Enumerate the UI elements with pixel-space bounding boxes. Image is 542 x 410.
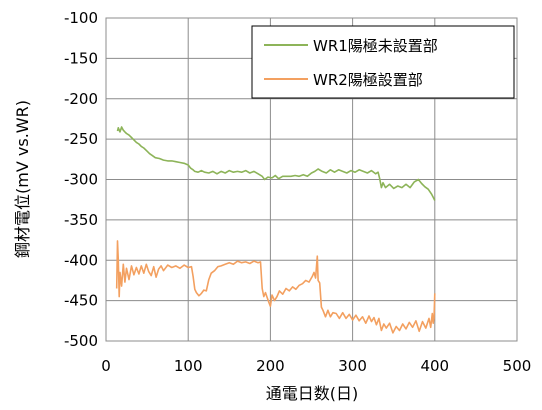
series-line-1 (116, 126, 436, 201)
y-tick-label-3: -250 (64, 130, 98, 148)
y-axis-title: 鋼材電位(mV vs.WR) (13, 100, 32, 258)
x-axis-title: 通電日数(日) (266, 384, 359, 403)
y-tick-label-8: -500 (64, 332, 98, 350)
x-tick-label-5: 500 (503, 357, 532, 375)
series-line-2 (115, 240, 436, 334)
legend-box (251, 25, 515, 99)
y-axis-ticks: -100 -150 -200 -250 -300 -350 -400 -450 -500 (64, 9, 98, 350)
y-tick-label-2: -200 (64, 90, 98, 108)
x-tick-label-3: 300 (338, 357, 367, 375)
y-tick-label-6: -400 (64, 251, 98, 269)
x-tick-label-1: 100 (174, 357, 203, 375)
x-tick-label-4: 400 (420, 357, 449, 375)
y-tick-label-0: -100 (64, 9, 98, 27)
series-layer (115, 126, 436, 334)
y-tick-label-1: -150 (64, 49, 98, 67)
y-tick-label-5: -350 (64, 211, 98, 229)
x-tick-label-0: 0 (101, 357, 111, 375)
legend-label-wr2: WR2陽極設置部 (313, 71, 423, 89)
x-tick-label-2: 200 (256, 357, 285, 375)
legend-label-wr1: WR1陽極未設置部 (313, 37, 438, 55)
plot-area-border (105, 17, 518, 342)
y-tick-label-4: -300 (64, 171, 98, 189)
x-axis-ticks: 0 100 200 300 400 500 (101, 357, 531, 375)
legend: WR1陽極未設置部 WR2陽極設置部 (251, 25, 515, 99)
y-tick-label-7: -450 (64, 292, 98, 310)
